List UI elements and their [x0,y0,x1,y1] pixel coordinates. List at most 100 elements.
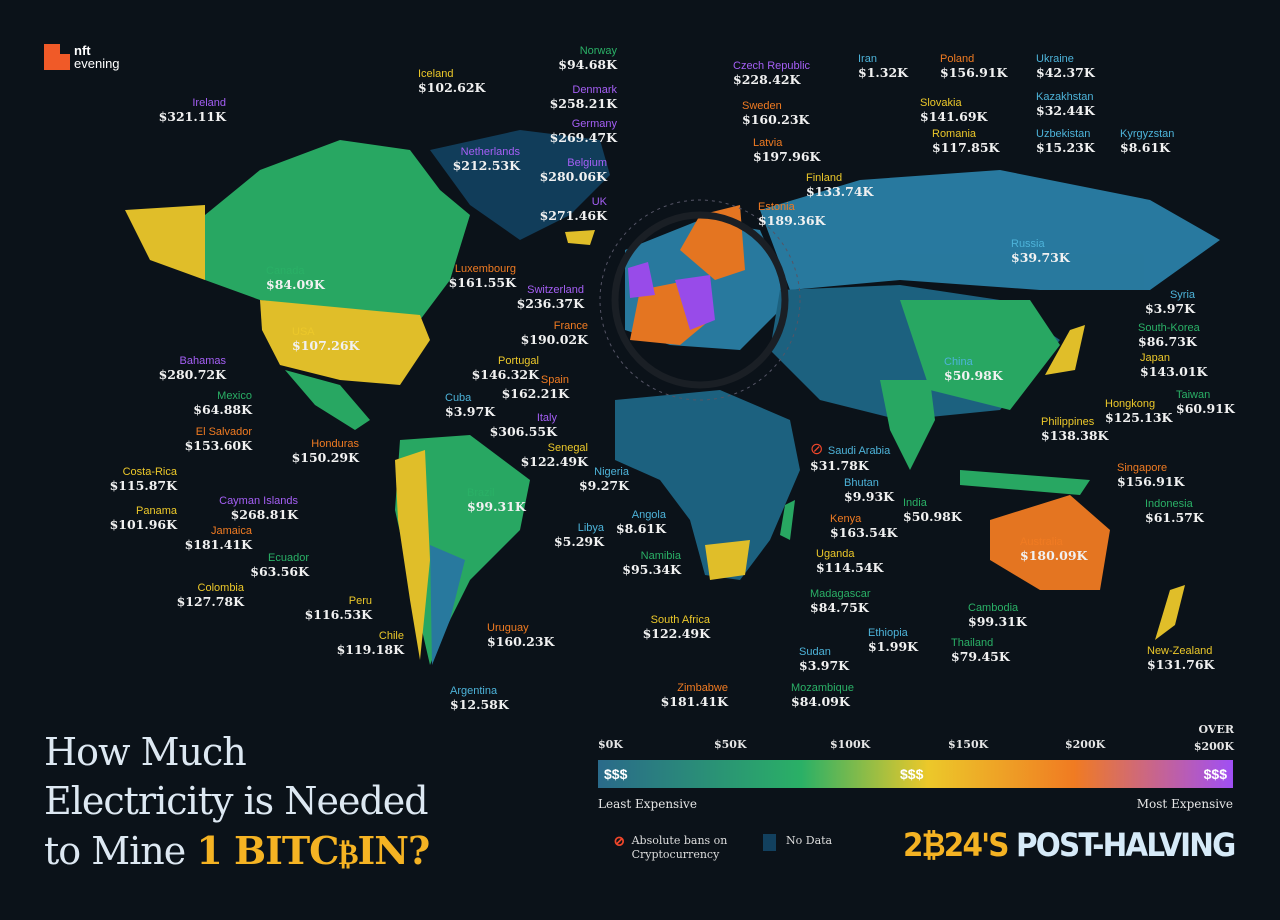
electricity-cost-value: $64.88K [193,401,252,417]
country-name: Netherlands [460,146,520,158]
country-label-jamaica: Jamaica $181.41K [185,525,252,552]
country-name: Finland [806,172,843,184]
title-line-1: How Much [44,730,247,774]
electricity-cost-value: $3.97K [445,403,496,419]
electricity-cost-value: $102.62K [418,79,486,95]
country-label-uk: UK $271.46K [540,196,607,223]
country-label-australia: Australia $180.09K [1020,536,1087,563]
electricity-cost-value: $15.23K [1036,139,1095,155]
country-label-usa: USA $107.26K [292,326,359,353]
country-label-zimbabwe: Zimbabwe $181.41K [661,682,728,709]
country-label-latvia: Latvia $197.96K [753,137,820,164]
new-zealand-shape [1155,585,1185,640]
country-label-nigeria: Nigeria $9.27K [579,466,629,493]
country-label-namibia: Namibia $95.34K [622,550,681,577]
electricity-cost-value: $122.49K [642,625,710,641]
country-label-argentina: Argentina $12.58K [450,685,509,712]
country-name: India [903,497,927,509]
electricity-cost-value: $9.93K [844,488,895,504]
country-label-libya: Libya $5.29K [554,522,604,549]
ban-icon: ⊘ [810,441,828,458]
country-name: Slovakia [920,97,962,109]
electricity-cost-value: $3.97K [1144,300,1195,316]
country-label-mozambique: Mozambique $84.09K [791,682,854,709]
electricity-cost-value: $268.81K [230,506,298,522]
country-name: Chile [378,630,404,642]
japan-shape [1045,325,1085,375]
country-label-belgium: Belgium $280.06K [540,157,607,184]
electricity-cost-value: $180.09K [1020,547,1088,563]
title-bitcoin: 1 BITC [196,828,339,873]
electricity-cost-value: $79.45K [951,648,1010,664]
electricity-cost-value: $107.26K [292,337,360,353]
country-label-spain: Spain $162.21K [502,374,569,401]
country-label-chile: Chile $119.18K [337,630,404,657]
country-label-el-salvador: El Salvador $153.60K [185,426,252,453]
country-name: Zimbabwe [677,682,728,694]
country-name: South-Korea [1138,322,1200,334]
electricity-cost-value: $269.47K [549,129,617,145]
country-label-senegal: Senegal $122.49K [521,442,588,469]
post-halving-badge: 2₿24'S POST-HALVING [903,826,1236,864]
country-name: Madagascar [810,588,871,600]
country-name: China [944,356,973,368]
dollar-low-icon: $$$ [604,766,628,782]
country-name: Belgium [567,157,607,169]
electricity-cost-value: $125.13K [1105,409,1173,425]
electricity-cost-value: $153.60K [184,437,252,453]
country-name: Canada [266,265,305,277]
country-name: Peru [348,595,372,607]
country-label-hongkong: Hongkong $125.13K [1105,398,1172,425]
electricity-cost-value: $197.96K [753,148,821,164]
country-label-thailand: Thailand $79.45K [951,637,1010,664]
south-america-shape [395,435,530,665]
country-name: Estonia [758,201,795,213]
country-name: Romania [932,128,977,140]
country-name: Iceland [418,68,454,80]
tick-label: $150K [948,738,989,751]
title-line-3: to Mine 1 BITC₿IN? [44,826,430,879]
country-name: Luxembourg [454,263,516,275]
country-label-brazil: Brazil $99.31K [467,487,526,514]
country-label-romania: Romania $117.85K [932,128,999,155]
country-label-italy: Italy $306.55K [490,412,557,439]
country-label-singapore: Singapore $156.91K [1117,462,1184,489]
country-label-estonia: Estonia $189.36K [758,201,825,228]
no-data-swatch [763,834,776,851]
electricity-cost-value: $162.21K [501,385,569,401]
country-label-uzbekistan: Uzbekistan $15.23K [1036,128,1095,155]
electricity-cost-value: $32.44K [1036,102,1095,118]
country-name: Costa-Rica [122,466,177,478]
badge-year: 2 [903,826,924,864]
usa-shape [260,300,430,385]
country-name: Bhutan [844,477,879,489]
country-name: Italy [536,412,557,424]
country-name: Ecuador [268,552,309,564]
electricity-cost-value: $42.37K [1036,64,1095,80]
electricity-cost-value: $116.53K [304,606,372,622]
electricity-cost-value: $3.97K [799,657,850,673]
electricity-cost-value: $50.98K [944,367,1003,383]
country-label-cayman-islands: Cayman Islands $268.81K [219,495,298,522]
country-label-south-korea: South-Korea $86.73K [1138,322,1200,349]
electricity-cost-value: $31.78K [810,458,869,474]
country-name: Denmark [572,84,617,96]
country-label-norway: Norway $94.68K [558,45,617,72]
logo-mark-icon [44,44,70,70]
electricity-cost-value: $163.54K [830,524,898,540]
country-label-kenya: Kenya $163.54K [830,513,897,540]
electricity-cost-value: $160.23K [487,633,555,649]
country-name: Philippines [1041,416,1095,428]
country-label-china: China $50.98K [944,356,1003,383]
country-name: Hongkong [1105,398,1156,410]
central-europe-shape [675,275,715,330]
electricity-cost-value: $84.09K [266,276,325,292]
country-label-france: France $190.02K [521,320,588,347]
electricity-cost-value: $12.58K [450,696,509,712]
country-label-iran: Iran $1.32K [858,53,908,80]
country-name: Mexico [217,390,252,402]
electricity-cost-value: $84.75K [810,599,869,615]
country-label-indonesia: Indonesia $61.57K [1145,498,1204,525]
badge-text: POST-HALVING [1016,826,1236,864]
country-label-portugal: Portugal $146.32K [472,355,539,382]
